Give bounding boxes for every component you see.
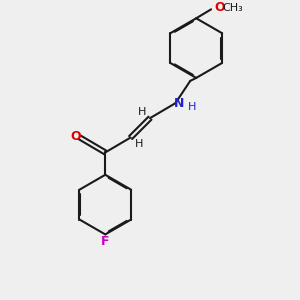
Text: H: H <box>137 106 146 117</box>
Text: H: H <box>135 139 143 149</box>
Text: O: O <box>70 130 81 142</box>
Text: N: N <box>174 97 184 110</box>
Text: O: O <box>215 1 225 14</box>
Text: F: F <box>101 236 110 248</box>
Text: CH₃: CH₃ <box>222 3 243 13</box>
Text: H: H <box>188 102 196 112</box>
